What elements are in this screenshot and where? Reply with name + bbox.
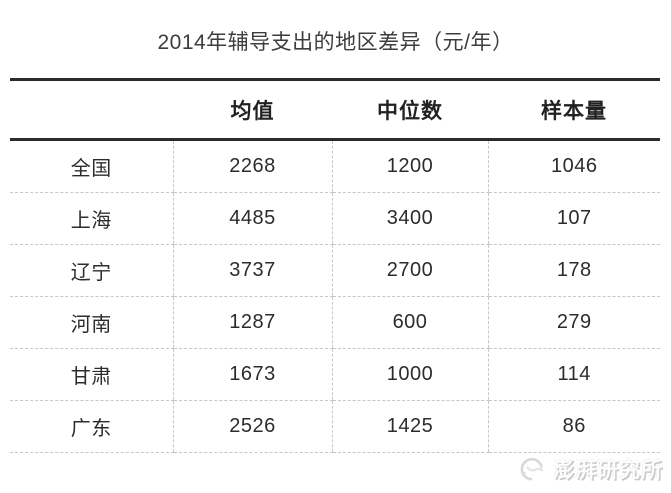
header-row: 均值 中位数 样本量 [10,78,660,141]
table-row: 全国 2268 1200 1046 [10,139,660,193]
region-cell: 全国 [10,139,173,193]
value-cell: 4485 [172,192,332,245]
value-cell: 3400 [331,192,488,245]
table-header: 均值 中位数 样本量 [10,78,660,141]
region-cell: 甘肃 [10,348,173,401]
header-cell-mean: 均值 [173,78,332,141]
value-cell: 2268 [172,139,332,193]
value-cell: 2526 [172,400,332,453]
region-expenditure-table: 均值 中位数 样本量 全国 2268 1200 1046 上海 4485 3400 107 辽宁… [10,78,660,453]
page-title: 2014年辅导支出的地区差异（元/年） [157,31,514,54]
header-cell-sample: 样本量 [488,78,660,141]
table-row: 河南 1287 600 279 [10,296,660,349]
table-row: 广东 2526 1425 86 [10,400,660,453]
value-cell: 1425 [331,400,488,453]
value-cell: 114 [487,348,660,401]
value-cell: 279 [487,296,660,349]
value-cell: 2700 [331,244,488,297]
value-cell: 1673 [172,348,332,401]
region-cell: 上海 [10,192,173,245]
value-cell: 1200 [331,139,488,193]
value-cell: 600 [331,296,488,349]
region-cell: 广东 [10,400,173,453]
header-cell-region [10,78,173,141]
watermark: 澎湃研究所 [518,452,663,486]
value-cell: 107 [487,192,660,245]
value-cell: 178 [487,244,660,297]
table-body: 全国 2268 1200 1046 上海 4485 3400 107 辽宁 3737 2700 178… [10,139,660,453]
region-cell: 河南 [10,296,173,349]
paper-logo-icon [520,457,544,481]
region-cell: 辽宁 [10,244,173,297]
table-row: 辽宁 3737 2700 178 [10,244,660,297]
value-cell: 1287 [172,296,332,349]
value-cell: 1046 [487,139,660,193]
value-cell: 1000 [331,348,488,401]
watermark-label: 澎湃研究所 [553,459,663,482]
table-row: 甘肃 1673 1000 114 [10,348,660,401]
header-cell-median: 中位数 [332,78,488,141]
table-row: 上海 4485 3400 107 [10,192,660,245]
value-cell: 86 [487,400,660,453]
value-cell: 3737 [172,244,332,297]
